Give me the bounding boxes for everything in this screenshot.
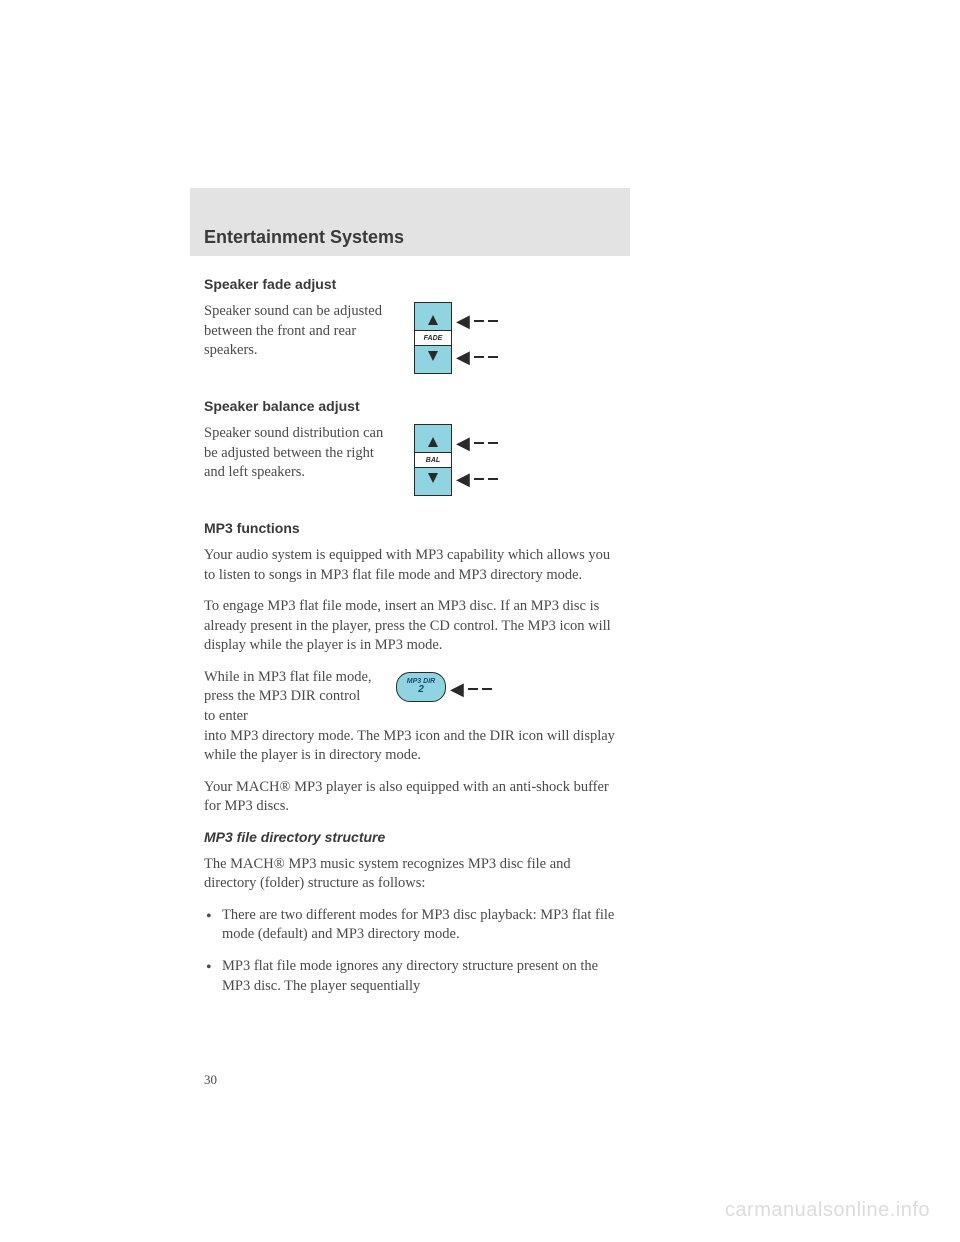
- arrow-indicator-icon: ◀: [456, 348, 498, 366]
- balance-label: BAL: [415, 452, 451, 468]
- mp3-dir-button-illustration: MP3 DIR 2 ◀: [386, 668, 506, 708]
- heading-fade: Speaker fade adjust: [204, 276, 622, 292]
- mp3-p3b: into MP3 directory mode. The MP3 icon an…: [204, 727, 622, 766]
- arrow-indicator-icon: ◀: [456, 470, 498, 488]
- arrow-indicator-icon: ◀: [456, 312, 498, 330]
- body-fade: Speaker sound can be adjusted between th…: [204, 302, 384, 361]
- mp3-p4: Your MACH® MP3 player is also equipped w…: [204, 778, 622, 817]
- row-balance: Speaker sound distribution can be adjust…: [204, 424, 622, 496]
- page-content: Speaker fade adjust Speaker sound can be…: [204, 276, 622, 1008]
- page-header: Entertainment Systems: [190, 188, 630, 256]
- list-item: There are two different modes for MP3 di…: [204, 906, 622, 945]
- heading-mp3dir: MP3 file directory structure: [204, 829, 622, 845]
- balance-button-illustration: BAL ◀ ◀: [396, 424, 516, 496]
- fade-rocker: FADE: [414, 302, 452, 374]
- page-title: Entertainment Systems: [204, 227, 404, 248]
- heading-balance: Speaker balance adjust: [204, 398, 622, 414]
- mp3dir-intro: The MACH® MP3 music system recognizes MP…: [204, 855, 622, 894]
- row-mp3-btn: While in MP3 flat file mode, press the M…: [204, 668, 622, 727]
- body-balance: Speaker sound distribution can be adjust…: [204, 424, 384, 483]
- mp3-p2: To engage MP3 flat file mode, insert an …: [204, 597, 622, 656]
- balance-rocker: BAL: [414, 424, 452, 496]
- arrow-indicator-icon: ◀: [450, 680, 492, 698]
- page-number: 30: [204, 1072, 217, 1088]
- mp3-dir-oval: MP3 DIR 2: [396, 672, 446, 702]
- watermark: carmanualsonline.info: [725, 1199, 930, 1222]
- row-fade: Speaker sound can be adjusted between th…: [204, 302, 622, 374]
- mp3-p3a: While in MP3 flat file mode, press the M…: [204, 668, 374, 727]
- list-item: MP3 flat file mode ignores any directory…: [204, 957, 622, 996]
- mp3-btn-line2: 2: [418, 685, 424, 695]
- mp3dir-bullets: There are two different modes for MP3 di…: [204, 906, 622, 996]
- fade-label: FADE: [415, 330, 451, 346]
- heading-mp3: MP3 functions: [204, 520, 622, 536]
- mp3-p1: Your audio system is equipped with MP3 c…: [204, 546, 622, 585]
- fade-button-illustration: FADE ◀ ◀: [396, 302, 516, 374]
- arrow-indicator-icon: ◀: [456, 434, 498, 452]
